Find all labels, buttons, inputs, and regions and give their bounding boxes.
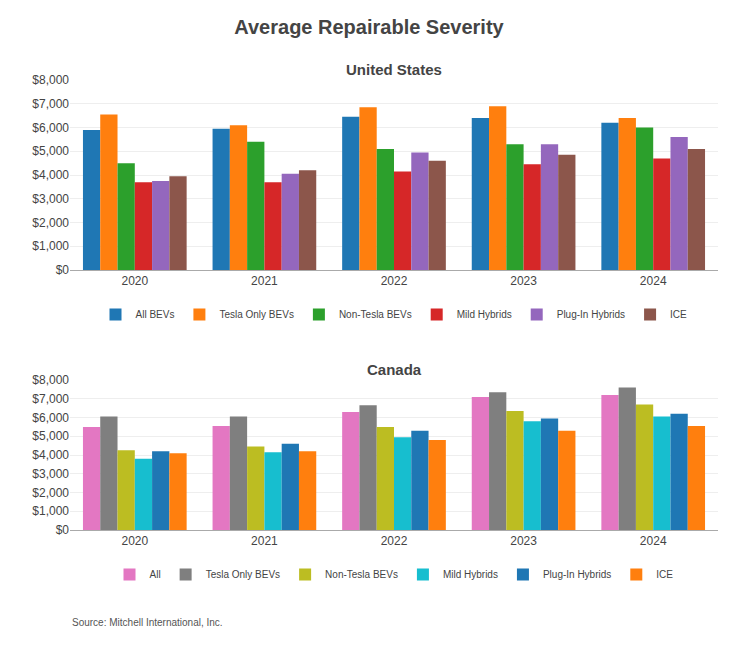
- svg-text:2023: 2023: [510, 534, 537, 548]
- svg-text:$8,000: $8,000: [32, 373, 69, 387]
- svg-text:Source: Mitchell International: Source: Mitchell International, Inc.: [72, 617, 223, 628]
- svg-text:ICE: ICE: [656, 569, 673, 580]
- svg-text:2021: 2021: [251, 534, 278, 548]
- svg-text:United States: United States: [346, 61, 442, 78]
- svg-text:Non-Tesla BEVs: Non-Tesla BEVs: [325, 569, 398, 580]
- svg-text:$3,000: $3,000: [32, 467, 69, 481]
- svg-text:2022: 2022: [381, 534, 408, 548]
- svg-text:Plug-In Hybrids: Plug-In Hybrids: [557, 309, 625, 320]
- svg-text:Tesla Only BEVs: Tesla Only BEVs: [219, 309, 293, 320]
- svg-text:$6,000: $6,000: [32, 121, 69, 135]
- svg-text:2021: 2021: [251, 274, 278, 288]
- svg-text:$3,000: $3,000: [32, 192, 69, 206]
- svg-text:$2,000: $2,000: [32, 486, 69, 500]
- svg-text:2023: 2023: [510, 274, 537, 288]
- svg-text:$5,000: $5,000: [32, 144, 69, 158]
- svg-text:$6,000: $6,000: [32, 411, 69, 425]
- svg-text:2024: 2024: [640, 274, 667, 288]
- svg-text:$7,000: $7,000: [32, 97, 69, 111]
- svg-text:2024: 2024: [640, 534, 667, 548]
- svg-text:ICE: ICE: [670, 309, 687, 320]
- svg-text:$4,000: $4,000: [32, 168, 69, 182]
- svg-text:$5,000: $5,000: [32, 429, 69, 443]
- svg-text:Mild Hybrids: Mild Hybrids: [443, 569, 498, 580]
- svg-text:$4,000: $4,000: [32, 448, 69, 462]
- svg-text:$1,000: $1,000: [32, 504, 69, 518]
- svg-text:2022: 2022: [381, 274, 408, 288]
- svg-text:Tesla Only BEVs: Tesla Only BEVs: [206, 569, 280, 580]
- svg-text:All BEVs: All BEVs: [136, 309, 175, 320]
- svg-text:Plug-In Hybrids: Plug-In Hybrids: [543, 569, 611, 580]
- svg-text:$1,000: $1,000: [32, 239, 69, 253]
- svg-text:Non-Tesla BEVs: Non-Tesla BEVs: [339, 309, 412, 320]
- svg-text:$0: $0: [56, 263, 70, 277]
- svg-text:$7,000: $7,000: [32, 392, 69, 406]
- svg-text:$2,000: $2,000: [32, 216, 69, 230]
- svg-text:Mild Hybrids: Mild Hybrids: [457, 309, 512, 320]
- svg-text:All: All: [150, 569, 161, 580]
- svg-text:Average Repairable Severity: Average Repairable Severity: [234, 16, 504, 38]
- svg-text:Canada: Canada: [367, 361, 422, 378]
- svg-text:$0: $0: [56, 523, 70, 537]
- svg-text:$8,000: $8,000: [32, 73, 69, 87]
- svg-text:2020: 2020: [121, 274, 148, 288]
- svg-text:2020: 2020: [121, 534, 148, 548]
